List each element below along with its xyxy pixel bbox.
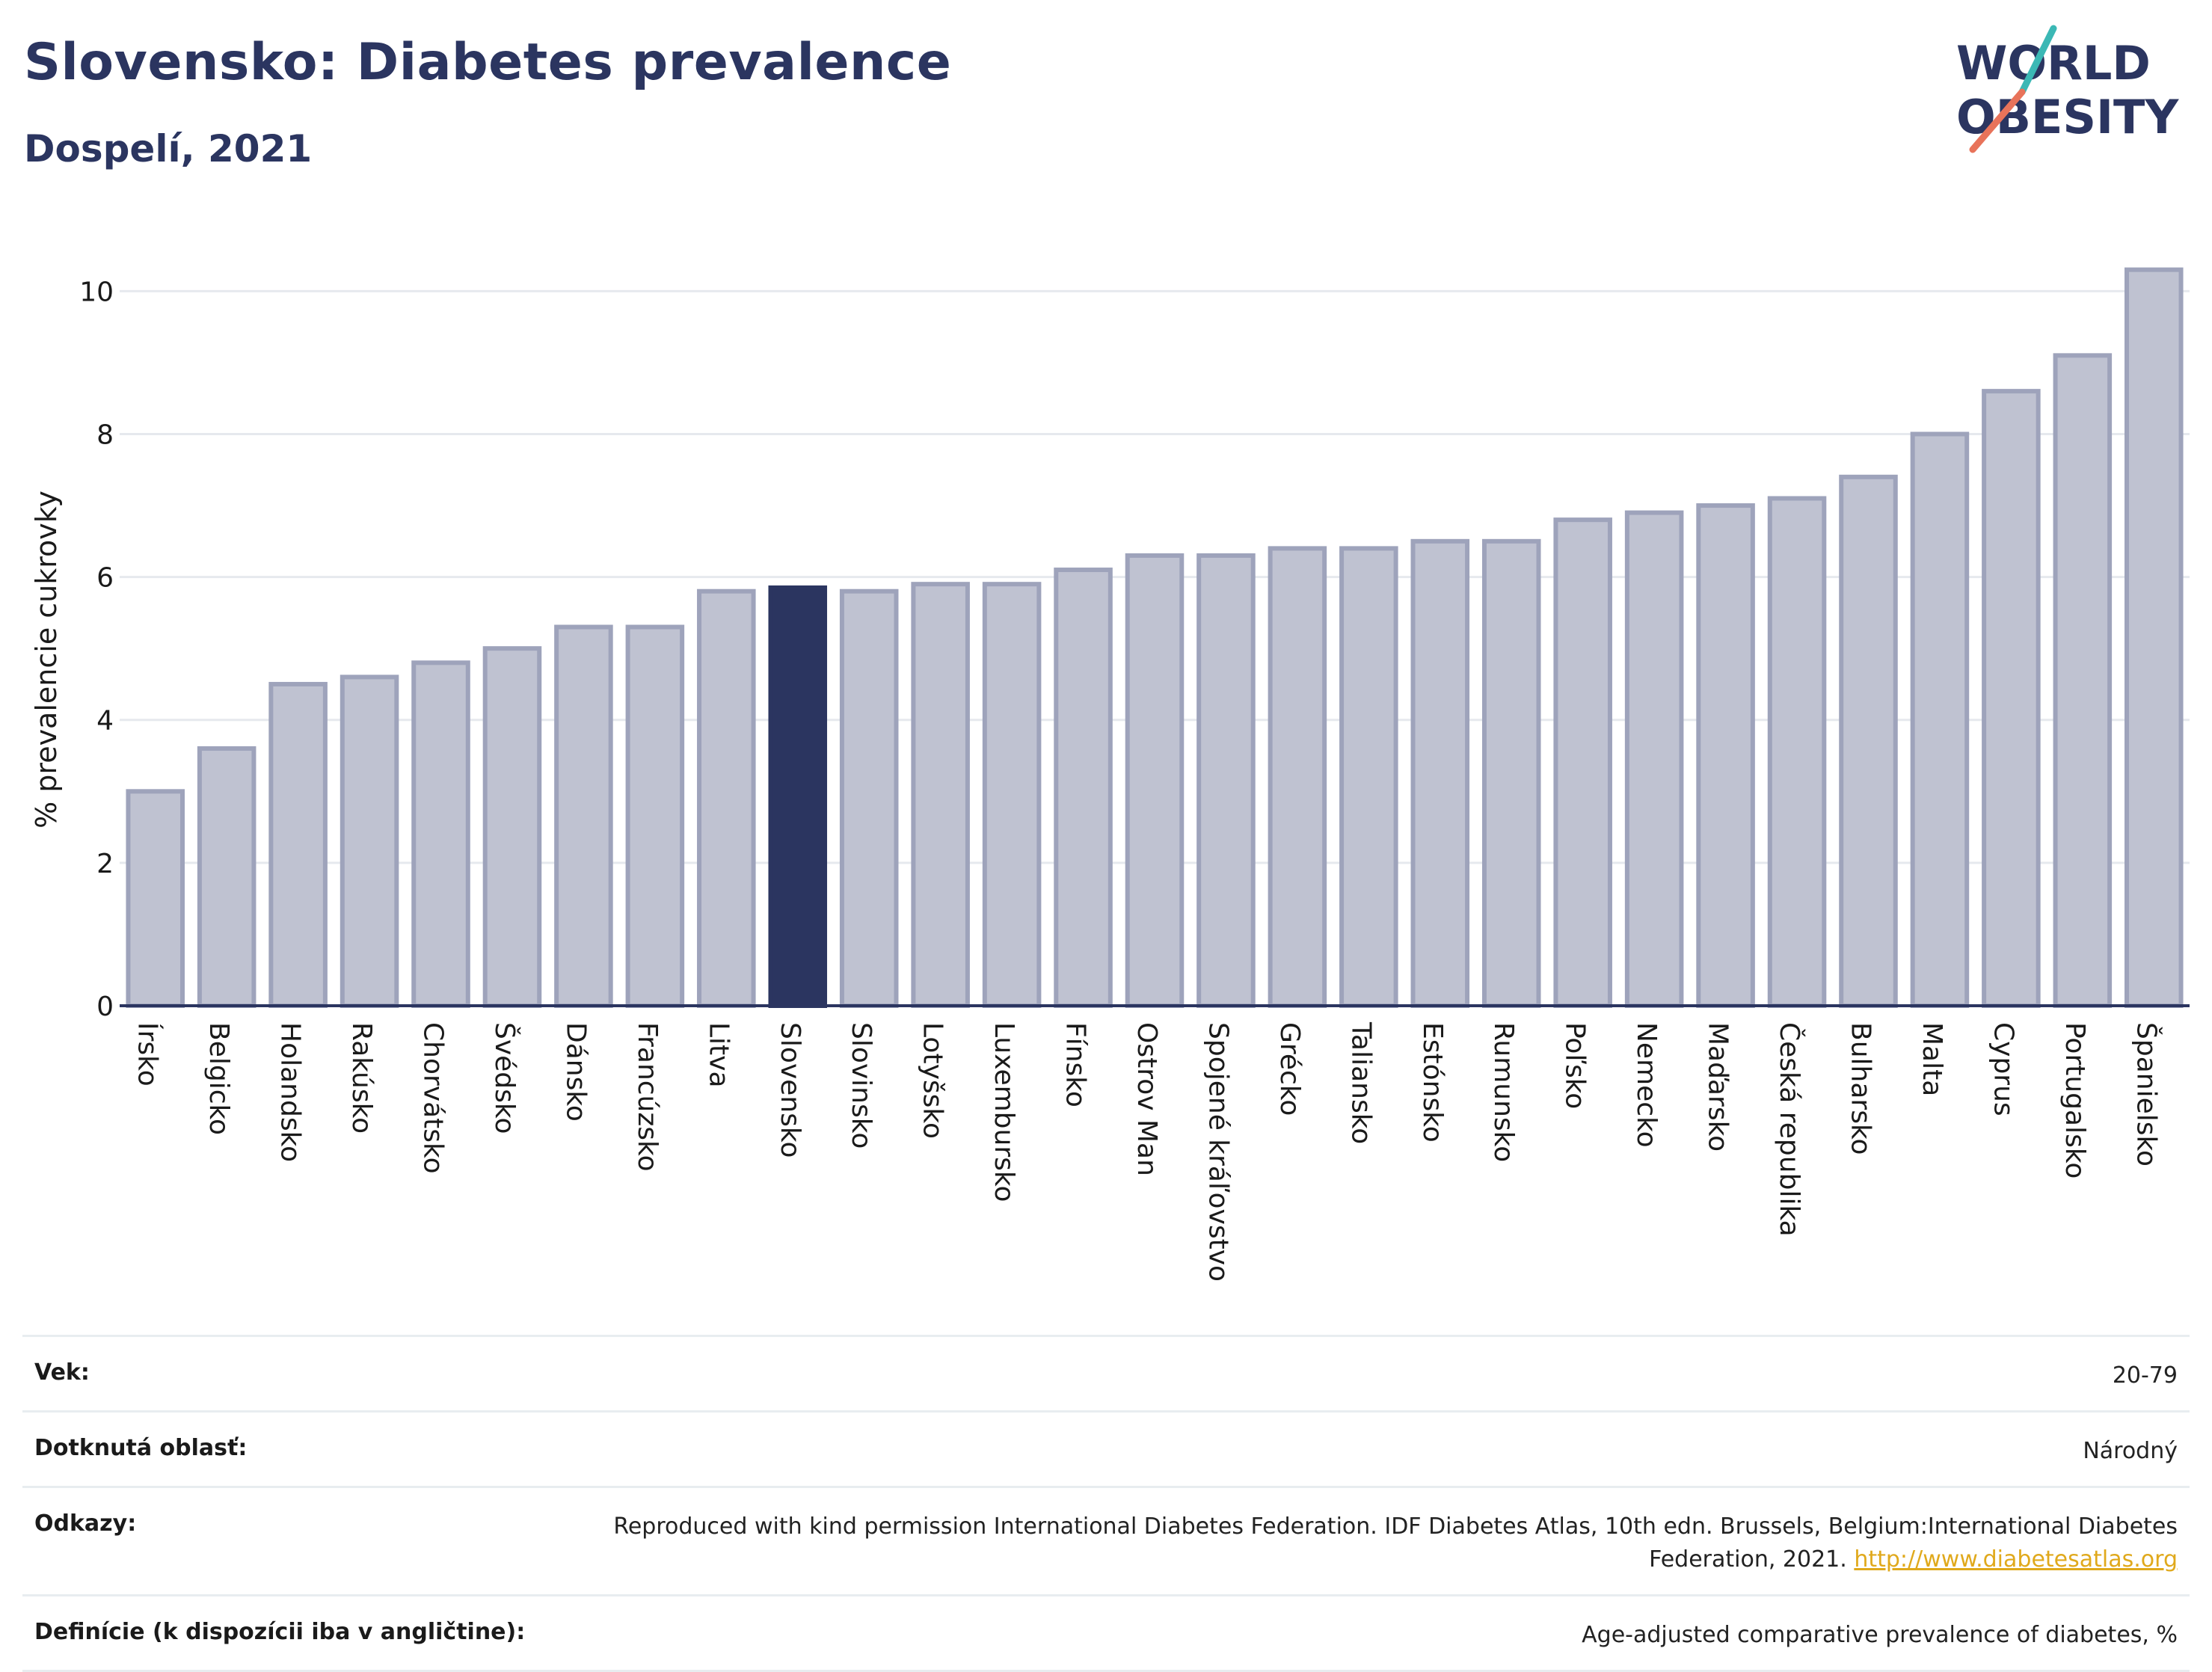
x-tick-label: Grécko xyxy=(1274,1022,1305,1116)
bar xyxy=(197,746,256,1009)
x-tick-label: Portugalsko xyxy=(2059,1022,2090,1178)
bar xyxy=(340,674,399,1008)
bar xyxy=(1553,517,1612,1008)
x-tick-label: Litva xyxy=(703,1022,734,1088)
y-axis-label: % prevalencie cukrovky xyxy=(30,491,63,829)
bar xyxy=(839,588,899,1008)
refs-link[interactable]: http://www.diabetesatlas.org xyxy=(1854,1546,2178,1573)
bar-highlighted xyxy=(768,585,828,1008)
x-tick-label: Holandsko xyxy=(275,1022,306,1162)
bar xyxy=(1982,389,2041,1008)
y-tick-label: 6 xyxy=(96,563,114,594)
bar xyxy=(2125,267,2184,1008)
logo-slash-teal xyxy=(2018,25,2057,96)
bar xyxy=(2053,353,2113,1008)
page-title: Slovensko: Diabetes prevalence xyxy=(24,33,952,92)
y-tick-label: 8 xyxy=(96,419,114,450)
bar xyxy=(697,588,756,1008)
bar xyxy=(1054,568,1113,1008)
bar xyxy=(1910,431,1970,1008)
refs-label: Odkazy: xyxy=(34,1510,137,1537)
definition-value: Age-adjusted comparative prevalence of d… xyxy=(1582,1622,2178,1648)
bar xyxy=(126,789,185,1008)
axes: 0 2 4 6 8 10 Írsko Belgicko Holandsko Rakúsko Chor… xyxy=(79,277,2190,1282)
bars xyxy=(126,267,2184,1009)
age-value: 20-79 xyxy=(2112,1362,2178,1389)
x-tick-label: Írsko xyxy=(132,1022,164,1087)
x-tick-label: Rakúsko xyxy=(346,1022,377,1134)
x-tick-label: Slovinsko xyxy=(846,1022,876,1149)
y-tick-label: 4 xyxy=(96,706,114,737)
x-tick-label: Fínsko xyxy=(1060,1022,1091,1107)
x-tick-label: Malta xyxy=(1917,1022,1947,1096)
refs-value: Reproduced with kind permission Internat… xyxy=(607,1510,2178,1576)
x-tick-label: Spojené kráľovstvo xyxy=(1202,1022,1233,1282)
refs-text: Reproduced with kind permission Internat… xyxy=(613,1513,2178,1573)
x-tick-label: Ostrov Man xyxy=(1131,1022,1162,1176)
logo-slash-red xyxy=(1969,88,2026,153)
bar xyxy=(1624,510,1684,1008)
x-tick-label: Maďarsko xyxy=(1703,1022,1733,1152)
bar xyxy=(911,582,970,1008)
x-tick-label: Slovensko xyxy=(775,1022,805,1158)
x-tick-label: Švédsko xyxy=(489,1022,520,1134)
age-label: Vek: xyxy=(34,1359,90,1386)
x-tick-label: Estónsko xyxy=(1417,1022,1448,1143)
bar xyxy=(411,660,470,1008)
area-label: Dotknutá oblasť: xyxy=(34,1435,248,1461)
bar xyxy=(1125,553,1185,1008)
world-obesity-logo: WORLD OBESITY xyxy=(1956,25,2179,153)
x-tick-label: Chorvátsko xyxy=(418,1022,449,1174)
x-tick-label: Nemecko xyxy=(1631,1022,1662,1148)
bar xyxy=(1839,474,1898,1008)
page-subtitle: Dospelí, 2021 xyxy=(24,127,313,170)
x-tick-label: Poľsko xyxy=(1560,1022,1591,1109)
x-tick-label: Francúzsko xyxy=(632,1022,663,1172)
x-tick-label: Cyprus xyxy=(1988,1022,2018,1116)
x-tick-label: Španielsko xyxy=(2130,1022,2162,1167)
meta-row-definition: Definície (k dispozícii iba v angličtine… xyxy=(22,1594,2190,1672)
metadata-table: Vek: 20-79 Dotknutá oblasť: Národný Odka… xyxy=(22,1335,2190,1672)
meta-row-area: Dotknutá oblasť: Národný xyxy=(22,1410,2190,1486)
x-tick-label: Lotyšsko xyxy=(918,1022,948,1139)
bar xyxy=(554,624,613,1008)
x-tick-label: Česká republika xyxy=(1774,1022,1805,1237)
bar xyxy=(1696,503,1755,1008)
bar-chart: 0 2 4 6 8 10 Írsko Belgicko Holandsko Rakúsko Chor… xyxy=(30,267,2190,1282)
x-tick-label: Dánsko xyxy=(560,1022,591,1122)
bar xyxy=(482,646,542,1008)
definition-label: Definície (k dispozícii iba v angličtine… xyxy=(34,1619,526,1645)
y-tick-label: 10 xyxy=(79,277,114,307)
x-tick-label: Luxembursko xyxy=(989,1022,1019,1202)
area-value: Národný xyxy=(2083,1438,2178,1464)
meta-row-refs: Odkazy: Reproduced with kind permission … xyxy=(22,1486,2190,1594)
x-tick-label: Rumunsko xyxy=(1488,1022,1519,1162)
bar xyxy=(1410,538,1470,1008)
bar xyxy=(1268,546,1327,1008)
bar xyxy=(625,624,685,1008)
y-tick-label: 0 xyxy=(96,992,114,1022)
x-tick-label: Taliansko xyxy=(1345,1021,1376,1144)
x-tick-label: Bulharsko xyxy=(1845,1022,1875,1155)
y-tick-label: 2 xyxy=(96,849,114,879)
bar xyxy=(1339,546,1398,1008)
bar xyxy=(1481,538,1541,1008)
bar xyxy=(982,582,1042,1008)
bar xyxy=(1767,496,1827,1008)
bar xyxy=(1196,553,1256,1008)
logo-line1: WORLD xyxy=(1956,36,2151,90)
x-tick-label: Belgicko xyxy=(203,1022,234,1135)
meta-row-age: Vek: 20-79 xyxy=(22,1335,2190,1410)
bar xyxy=(268,681,328,1008)
logo-line2: OBESITY xyxy=(1956,90,2179,144)
